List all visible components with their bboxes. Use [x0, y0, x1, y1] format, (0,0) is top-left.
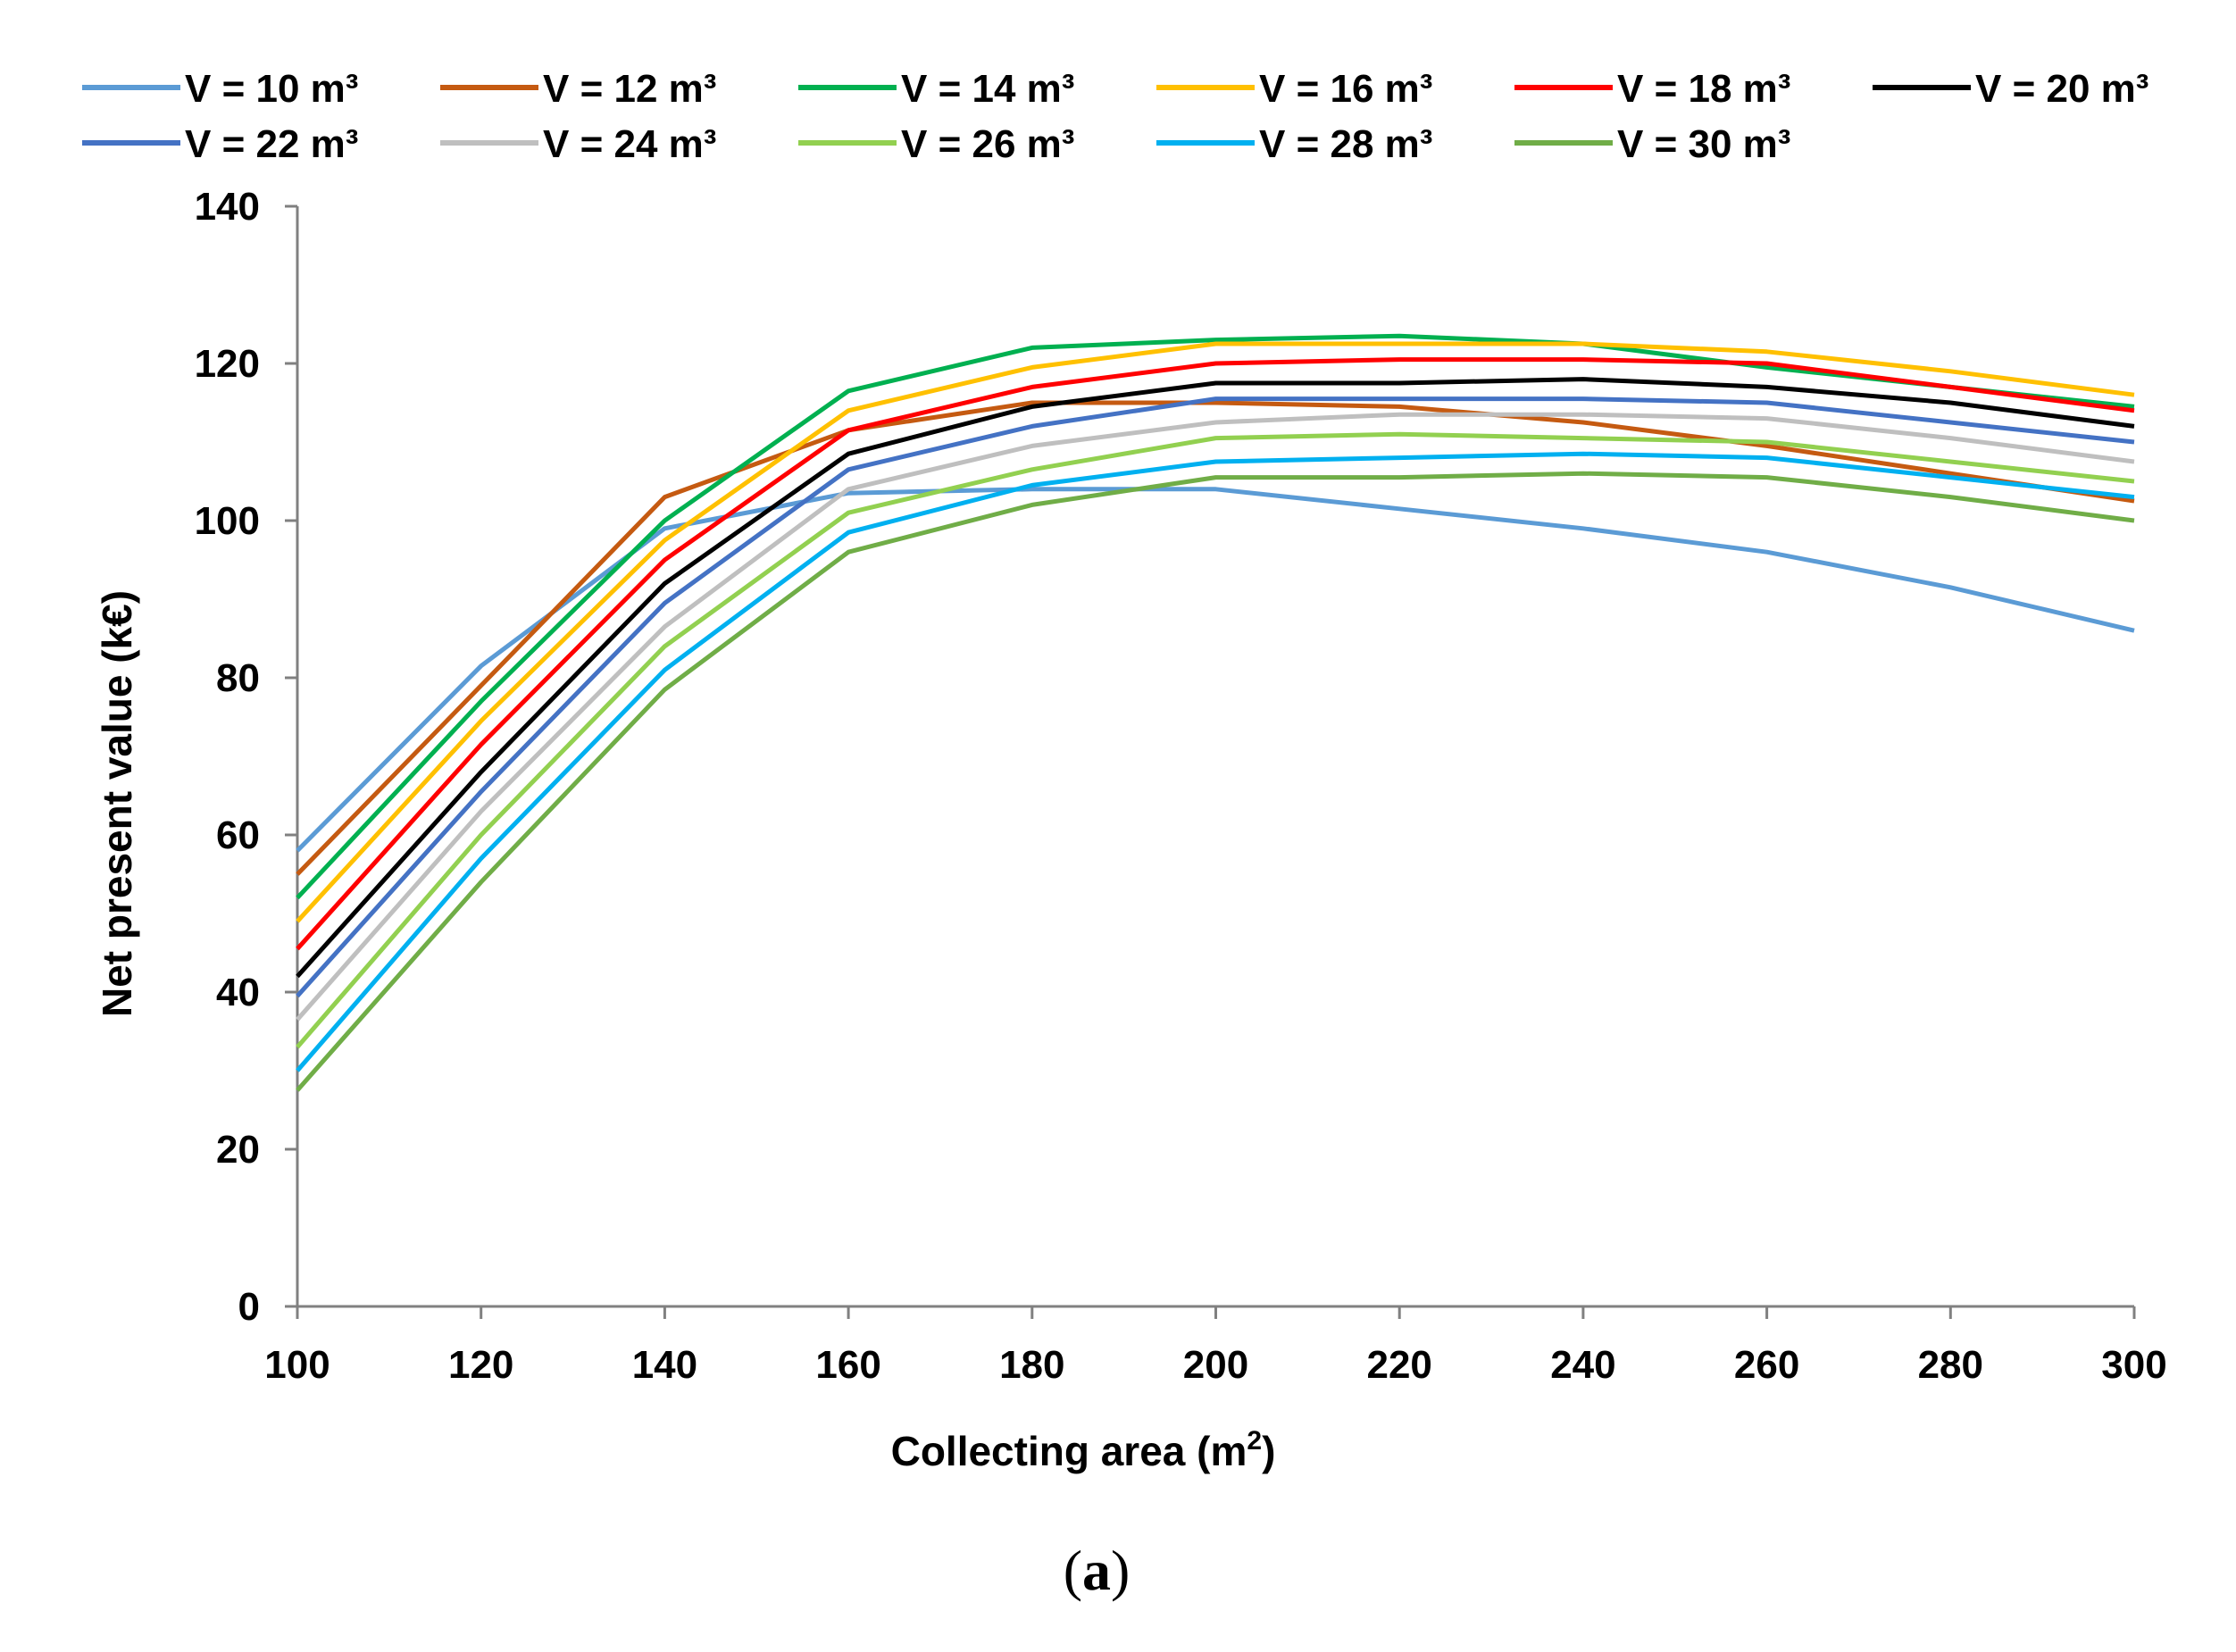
legend-item-7: V = 22 m³	[82, 122, 358, 166]
x-tick-label: 160	[815, 1343, 880, 1387]
x-axis-title: Collecting area (m2)	[891, 1426, 1276, 1474]
legend-label: V = 12 m³	[543, 67, 716, 111]
legend-label: V = 20 m³	[1975, 67, 2148, 111]
y-tick-label: 40	[216, 971, 260, 1014]
y-axis-title: Net present value (k€)	[94, 590, 140, 1017]
x-tick-label: 300	[2101, 1343, 2166, 1387]
legend-item-9: V = 26 m³	[798, 122, 1074, 166]
y-axis-ticks: 0 20 40 60 80 100 120 140	[195, 185, 297, 1329]
axes	[296, 206, 2134, 1308]
x-tick-label: 200	[1183, 1343, 1248, 1387]
legend-item-5: V = 18 m³	[1514, 67, 1790, 111]
series-line-4	[296, 341, 2135, 923]
legend-label: V = 14 m³	[901, 67, 1074, 111]
y-tick-label: 140	[195, 185, 260, 229]
legend-label: V = 30 m³	[1617, 122, 1790, 166]
caption-letter: a	[1082, 1539, 1111, 1602]
x-tick-label: 140	[632, 1343, 697, 1387]
series-line-9	[296, 431, 2135, 1049]
legend-item-2: V = 12 m³	[440, 67, 716, 111]
y-tick-label: 0	[238, 1285, 260, 1329]
legend-label: V = 24 m³	[543, 122, 716, 166]
legend-label: V = 28 m³	[1259, 122, 1432, 166]
x-axis-title-main: Collecting area (m	[891, 1428, 1247, 1474]
caption-close: )	[1111, 1539, 1130, 1602]
y-tick-label: 60	[216, 813, 260, 857]
x-tick-label: 260	[1734, 1343, 1799, 1387]
x-axis-title-superscript: 2	[1247, 1426, 1262, 1456]
legend-label: V = 18 m³	[1617, 67, 1790, 111]
series-line-5	[296, 357, 2135, 951]
legend-item-10: V = 28 m³	[1156, 122, 1432, 166]
series-line-8	[296, 412, 2135, 1022]
legend-item-3: V = 14 m³	[798, 67, 1074, 111]
legend-item-1: V = 10 m³	[82, 67, 358, 111]
x-tick-label: 100	[264, 1343, 330, 1387]
x-tick-label: 180	[999, 1343, 1064, 1387]
legend-item-11: V = 30 m³	[1514, 122, 1790, 166]
series-line-1	[296, 487, 2135, 853]
legend-label: V = 22 m³	[185, 122, 358, 166]
legend-label: V = 10 m³	[185, 67, 358, 111]
series-line-11	[296, 471, 2135, 1092]
legend-item-6: V = 20 m³	[1873, 67, 2148, 111]
series-line-10	[296, 451, 2135, 1072]
y-tick-label: 20	[216, 1128, 260, 1172]
legend-label: V = 16 m³	[1259, 67, 1432, 111]
x-tick-label: 120	[448, 1343, 513, 1387]
series-line-3	[296, 333, 2135, 900]
x-tick-label: 280	[1918, 1343, 1983, 1387]
series-line-7	[296, 396, 2135, 998]
x-tick-label: 240	[1550, 1343, 1615, 1387]
y-tick-label: 80	[216, 656, 260, 700]
y-tick-label: 100	[195, 499, 260, 543]
caption-open: (	[1064, 1539, 1082, 1602]
legend-item-8: V = 24 m³	[440, 122, 716, 166]
figure-caption: (a)	[1064, 1539, 1131, 1602]
legend-label: V = 26 m³	[901, 122, 1074, 166]
x-axis-title-end: )	[1262, 1428, 1275, 1474]
x-axis-ticks: 100 120 140 160 180 200 220 240 260 280 300	[264, 1306, 2167, 1387]
series-line-2	[296, 400, 2135, 876]
chart-legend: V = 10 m³ V = 12 m³ V = 14 m³ V = 16 m³ V = …	[82, 67, 2148, 166]
x-tick-label: 220	[1366, 1343, 1431, 1387]
series-lines	[296, 333, 2135, 1092]
legend-item-4: V = 16 m³	[1156, 67, 1432, 111]
y-tick-label: 120	[195, 342, 260, 386]
series-line-6	[296, 377, 2135, 979]
